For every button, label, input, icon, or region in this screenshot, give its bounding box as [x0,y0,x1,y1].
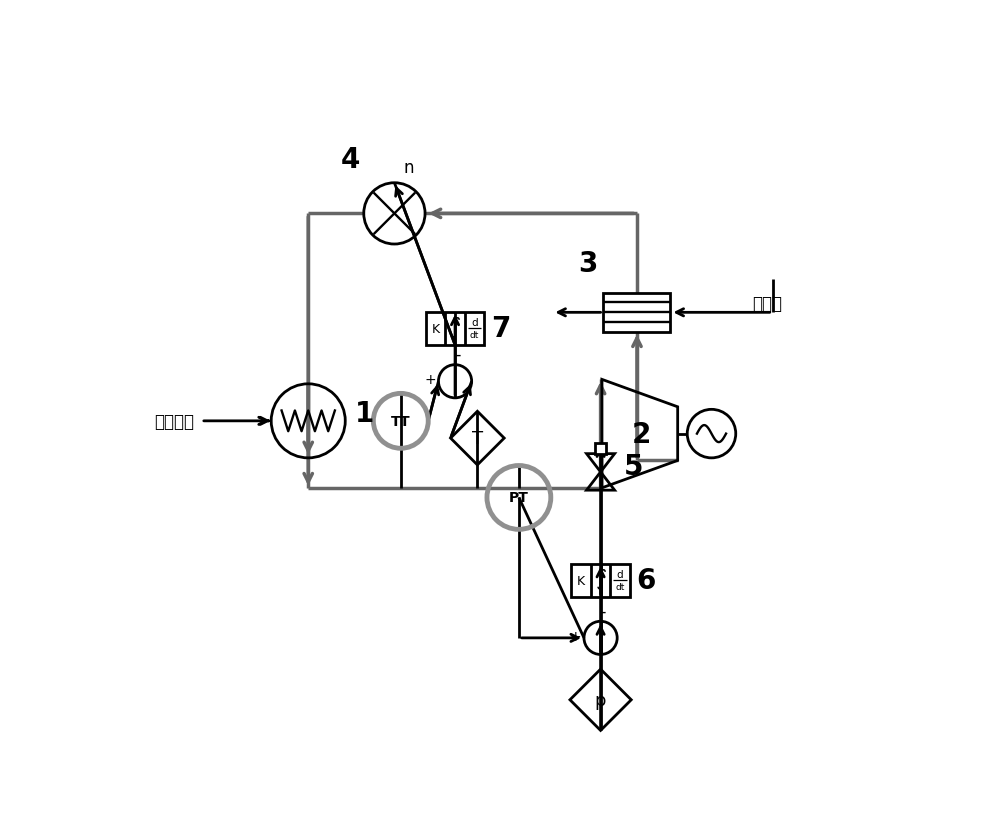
Text: T: T [472,430,483,447]
Text: 3: 3 [578,249,597,277]
Text: TT: TT [391,414,411,428]
Text: 5: 5 [624,452,644,480]
Text: 6: 6 [636,566,656,595]
Text: PT: PT [509,491,529,505]
Text: dt: dt [615,582,625,591]
Text: p: p [595,691,606,709]
Text: $\int$: $\int$ [449,315,461,339]
Text: -: - [454,345,460,363]
Text: 7: 7 [491,315,510,343]
Text: d: d [471,318,478,328]
Text: +: + [424,373,436,387]
Text: -: - [599,602,606,619]
Text: dt: dt [470,330,479,339]
Text: n: n [404,159,414,177]
Text: 冷却水: 冷却水 [752,295,782,312]
Text: 低温热源: 低温热源 [155,412,195,431]
FancyBboxPatch shape [595,443,606,454]
Text: K: K [431,322,440,335]
Text: K: K [577,575,585,587]
Text: +: + [570,629,581,643]
Text: $\int$: $\int$ [595,567,607,591]
Text: 2: 2 [632,420,651,448]
Text: d: d [617,570,623,580]
Text: 4: 4 [341,146,361,174]
Text: 1: 1 [355,400,374,428]
